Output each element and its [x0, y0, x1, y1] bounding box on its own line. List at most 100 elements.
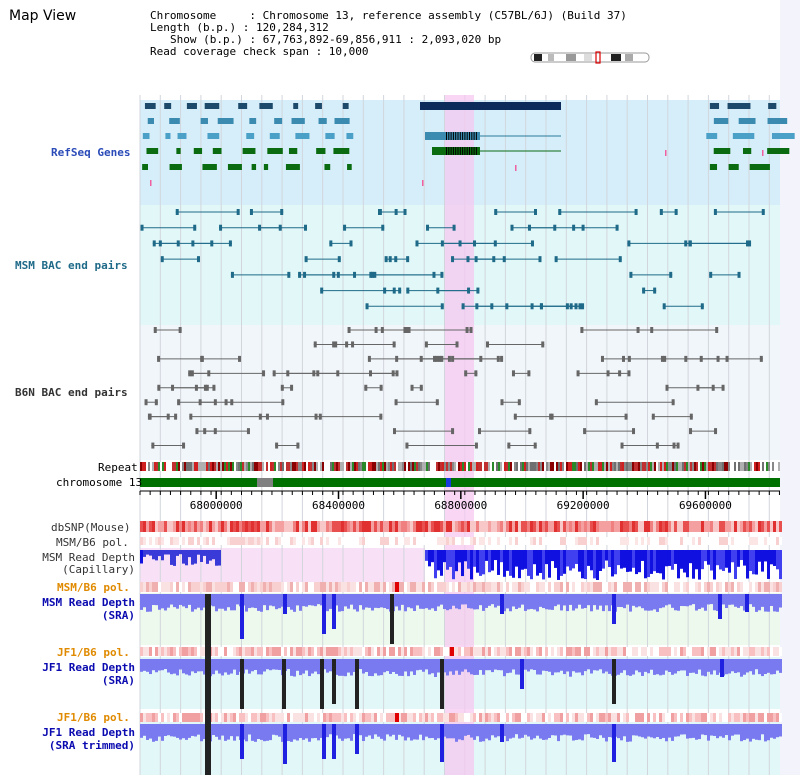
b6n-bac-pair-end [632, 428, 636, 435]
b6n-bac-pair-end [517, 399, 521, 406]
track-label-msm-b6-pol-2[interactable]: MSM/B6 pol. [57, 581, 130, 594]
repeat-segment [754, 462, 756, 471]
jf1-trim-depth [641, 724, 644, 738]
track-label-msm-b6-pol-1[interactable]: MSM/B6 pol. [56, 536, 129, 549]
jf1-pol-cell [365, 647, 368, 656]
msm-pol-cell [482, 537, 485, 545]
jf1-pol2-cell [698, 713, 701, 722]
msm-pol-cell [326, 537, 329, 545]
jf1-sra-depth [776, 659, 779, 671]
jf1-trim-depth-spike [440, 724, 444, 762]
b6n-bac-pair-end [272, 370, 276, 377]
track-label-msm-read-depth-sra[interactable]: MSM Read Depth (SRA) [33, 596, 135, 622]
jf1-trim-depth [413, 724, 416, 740]
repeat-segment [682, 462, 684, 471]
jf1-trim-depth [701, 724, 704, 735]
repeat-segment [594, 462, 596, 471]
jf1-pol2-cell [152, 713, 155, 722]
track-label-refseq[interactable]: RefSeq Genes [51, 146, 131, 159]
msm-sra-depth [374, 594, 377, 608]
repeat-segment [628, 462, 630, 471]
track-label-msm-read-depth-cap[interactable]: MSM Read Depth (Capillary) [33, 552, 135, 576]
jf1-sra-depth [185, 659, 188, 675]
msm-sra-depth [761, 594, 764, 607]
track-label-chromosome[interactable]: chromosome 13 [56, 476, 143, 489]
jf1-pol-cell [536, 647, 539, 656]
dbsnp-cell [272, 521, 275, 532]
repeat-segment [200, 462, 202, 471]
exon-mark [452, 147, 454, 155]
msm-sra-depth-spike [500, 594, 504, 614]
capillary-depth-bar [632, 550, 635, 568]
dbsnp-cell [377, 521, 380, 532]
msm-pol-cell [734, 537, 737, 545]
jf1-sra-depth [191, 659, 194, 672]
b6n-bac-pair-end [474, 442, 478, 449]
msm-pol2-cell [344, 582, 347, 592]
repeat-segment [210, 462, 212, 471]
jf1-pol-cell [434, 647, 437, 656]
jf1-pol2-cell [710, 713, 713, 722]
track-label-msm-bac[interactable]: MSM BAC end pairs [15, 259, 128, 272]
repeat-segment [500, 462, 502, 471]
pol-hotspot [395, 713, 399, 722]
msm-pol-cell [302, 537, 305, 545]
jf1-sra-depth [404, 659, 407, 672]
jf1-trim-depth [563, 724, 566, 735]
repeat-segment [334, 462, 336, 471]
track-label-jf1-read-depth-trim[interactable]: JF1 Read Depth (SRA trimmed) [20, 726, 135, 752]
track-label-repeat[interactable]: Repeat [98, 461, 138, 474]
msm-pol2-cell [278, 582, 281, 592]
msm-sra-depth [398, 594, 401, 611]
jf1-sra-depth [701, 659, 704, 676]
msm-pol2-cell [455, 582, 458, 592]
jf1-sra-depth [740, 659, 743, 677]
jf1-trim-depth [236, 724, 239, 737]
msm-pol2-cell [203, 582, 206, 592]
track-label-jf1-b6-pol-1[interactable]: JF1/B6 pol. [57, 646, 130, 659]
capillary-depth-bar [158, 550, 161, 557]
dbsnp-cell [569, 521, 572, 532]
jf1-pol2-cell [515, 713, 518, 722]
jf1-pol2-cell [614, 713, 617, 722]
msm-pol-cell [653, 537, 656, 545]
jf1-pol2-cell [359, 713, 362, 722]
msm-pol2-cell [497, 582, 500, 592]
jf1-sra-depth [326, 659, 329, 673]
track-label-jf1-read-depth-sra[interactable]: JF1 Read Depth (SRA) [33, 661, 135, 687]
msm-sra-depth [158, 594, 161, 610]
repeat-segment [350, 462, 352, 471]
jf1-pol2-cell [275, 713, 278, 722]
msm-sra-depth [710, 594, 713, 605]
dbsnp-cell [197, 521, 200, 532]
dbsnp-cell [386, 521, 389, 532]
capillary-depth-bar [605, 550, 608, 561]
pol-hotspot [395, 582, 399, 592]
msm-pol2-cell [710, 582, 713, 592]
exon-mark [446, 132, 447, 140]
msm-sra-depth [545, 594, 548, 610]
dbsnp-cell [176, 521, 179, 532]
jf1-trim-depth [677, 724, 680, 737]
jf1-sra-depth [299, 659, 302, 676]
b6n-bac-pair-end [469, 327, 473, 333]
jf1-trim-depth [620, 724, 623, 741]
jf1-pol2-cell [269, 713, 272, 722]
jf1-pol2-cell [569, 713, 572, 722]
repeat-segment [208, 462, 210, 471]
gene-feature [263, 164, 269, 170]
jf1-pol-cell [293, 647, 296, 656]
jf1-pol-cell [596, 647, 599, 656]
jf1-pol-cell [497, 647, 500, 656]
msm-pol2-cell [671, 582, 674, 592]
track-label-dbsnp[interactable]: dbSNP(Mouse) [51, 521, 131, 534]
jf1-sra-depth [698, 659, 701, 670]
track-label-b6n-bac[interactable]: B6N BAC end pairs [15, 386, 128, 399]
gene-tick [150, 180, 152, 186]
jf1-trim-depth [203, 724, 206, 740]
msm-pol2-cell [548, 582, 551, 592]
msm-pol2-cell [197, 582, 200, 592]
track-label-jf1-b6-pol-2[interactable]: JF1/B6 pol. [57, 711, 130, 724]
jf1-trim-depth [542, 724, 545, 740]
